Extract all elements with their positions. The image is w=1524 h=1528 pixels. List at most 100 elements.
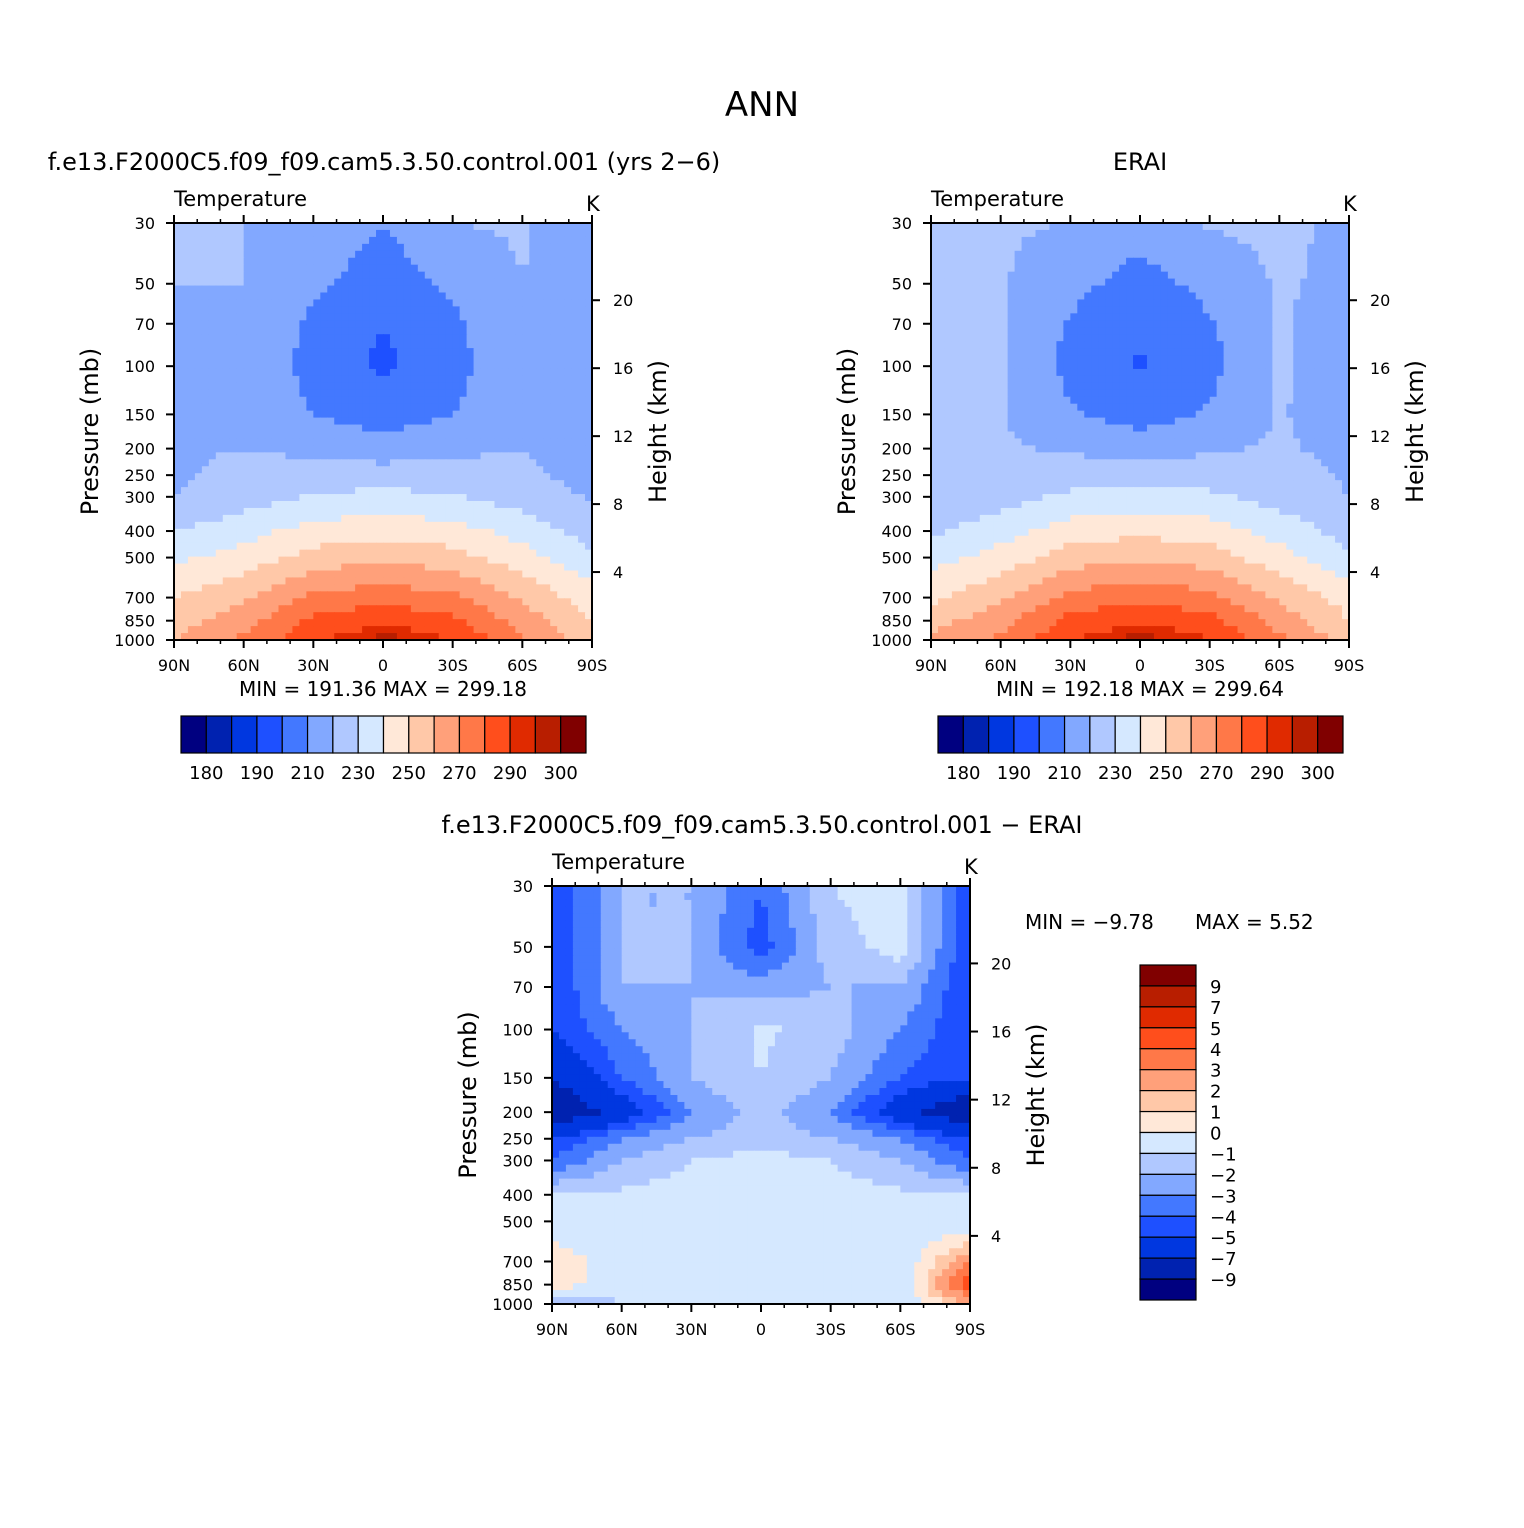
field-cell <box>460 550 468 558</box>
field-cell <box>1314 327 1322 335</box>
field-cell <box>383 473 391 481</box>
field-cell <box>174 425 182 433</box>
field-cell <box>1196 355 1204 363</box>
field-cell <box>1022 237 1030 245</box>
field-cell <box>1265 279 1273 287</box>
field-cell <box>299 244 307 252</box>
field-cell <box>550 223 558 231</box>
field-cell <box>1217 251 1225 259</box>
field-cell <box>181 571 189 579</box>
field-cell <box>571 286 579 294</box>
field-cell <box>348 397 356 405</box>
field-cell <box>1049 299 1057 307</box>
field-cell <box>202 564 210 572</box>
field-cell <box>508 341 516 349</box>
field-cell <box>425 223 433 231</box>
field-cell <box>285 626 293 634</box>
field-cell <box>578 362 586 370</box>
field-cell <box>292 327 300 335</box>
field-cell <box>390 251 398 259</box>
field-cell <box>938 334 946 342</box>
field-cell <box>1251 341 1259 349</box>
field-cell <box>515 251 523 259</box>
field-cell <box>320 619 328 627</box>
field-cell <box>481 550 489 558</box>
field-cell <box>543 480 551 488</box>
field-cell <box>209 425 217 433</box>
field-cell <box>174 501 182 509</box>
field-cell <box>508 452 516 460</box>
field-cell <box>557 369 565 377</box>
field-cell <box>446 341 454 349</box>
field-cell <box>1279 320 1287 328</box>
field-cell <box>1182 251 1190 259</box>
field-cell <box>265 258 273 266</box>
field-cell <box>251 223 259 231</box>
field-cell <box>390 411 398 419</box>
field-cell <box>230 362 238 370</box>
field-cell <box>181 529 189 537</box>
field-cell <box>529 550 537 558</box>
field-cell <box>515 279 523 287</box>
field-cell <box>272 522 280 530</box>
field-cell <box>425 584 433 592</box>
field-cell <box>404 425 412 433</box>
field-cell <box>973 299 981 307</box>
field-cell <box>536 577 544 585</box>
field-cell <box>299 564 307 572</box>
field-cell <box>181 459 189 467</box>
field-cell <box>195 432 203 440</box>
field-cell <box>265 279 273 287</box>
field-cell <box>1196 320 1204 328</box>
field-cell <box>474 397 482 405</box>
field-cell <box>467 299 475 307</box>
field-cell <box>1112 320 1120 328</box>
field-cell <box>174 564 182 572</box>
field-cell <box>529 529 537 537</box>
field-cell <box>1084 299 1092 307</box>
field-cell <box>390 571 398 579</box>
field-cell <box>376 466 384 474</box>
field-cell <box>494 432 502 440</box>
field-cell <box>265 445 273 453</box>
field-cell <box>223 473 231 481</box>
field-cell <box>1286 258 1294 266</box>
field-cell <box>313 612 321 620</box>
field-cell <box>529 230 537 238</box>
field-cell <box>453 313 461 321</box>
field-cell <box>188 362 196 370</box>
field-cell <box>536 557 544 565</box>
field-cell <box>938 313 946 321</box>
field-cell <box>467 313 475 321</box>
field-cell <box>571 508 579 516</box>
field-cell <box>216 258 224 266</box>
field-cell <box>223 432 231 440</box>
season-title: ANN <box>725 85 799 125</box>
field-cell <box>557 237 565 245</box>
field-cell <box>209 251 217 259</box>
field-cell <box>327 564 335 572</box>
field-cell <box>1335 341 1343 349</box>
field-cell <box>1049 251 1057 259</box>
field-cell <box>258 487 266 495</box>
field-cell <box>1077 265 1085 273</box>
field-cell <box>515 265 523 273</box>
field-cell <box>209 404 217 412</box>
field-cell <box>460 320 468 328</box>
field-cell <box>446 313 454 321</box>
field-cell <box>501 626 509 634</box>
field-cell <box>306 376 314 384</box>
field-cell <box>285 404 293 412</box>
field-cell <box>571 459 579 467</box>
field-cell <box>1293 334 1301 342</box>
field-cell <box>355 223 363 231</box>
field-cell <box>341 237 349 245</box>
field-cell <box>446 591 454 599</box>
field-cell <box>383 626 391 634</box>
field-cell <box>390 619 398 627</box>
field-cell <box>467 293 475 301</box>
field-cell <box>1140 223 1148 231</box>
field-cell <box>1084 348 1092 356</box>
field-cell <box>313 265 321 273</box>
field-cell <box>952 320 960 328</box>
